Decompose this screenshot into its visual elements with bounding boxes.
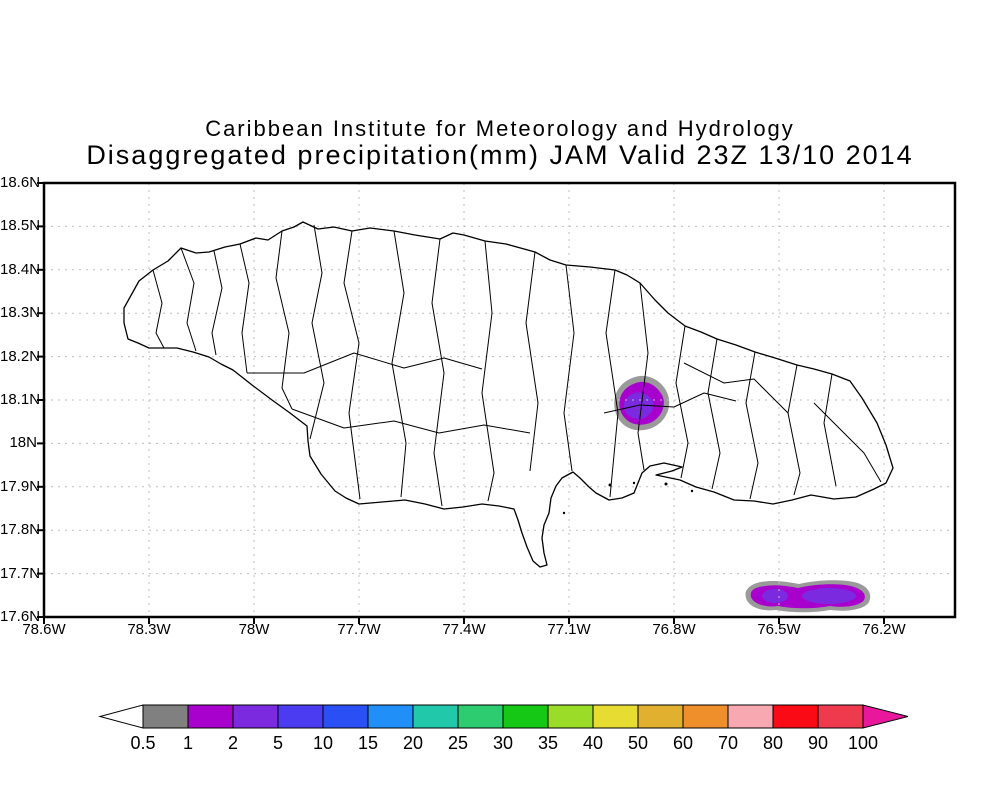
y-tick-label: 18.5N (0, 217, 41, 234)
colorbar-segments (142, 704, 864, 729)
y-tick-label: 17.8N (0, 521, 41, 538)
precip-shading (614, 375, 871, 613)
precip-blob-offshore-2mm (762, 589, 788, 603)
colorbar-label: 30 (492, 733, 514, 753)
y-tick-label: 18.4N (0, 261, 41, 278)
latlon-grid (44, 183, 955, 617)
colorbar-segment (412, 704, 459, 729)
y-tick-label: 17.9N (0, 478, 41, 495)
colorbar-segment (142, 704, 189, 729)
colorbar-label: 5 (272, 733, 283, 753)
colorbar-segment (232, 704, 279, 729)
x-tick-label: 78W (238, 621, 270, 638)
colorbar-segment (727, 704, 774, 729)
colorbar-label: 1 (182, 733, 193, 753)
y-tick-label: 17.6N (0, 608, 41, 625)
colorbar-label: 50 (627, 733, 649, 753)
colorbar-label: 20 (402, 733, 424, 753)
colorbar-label: 100 (847, 733, 879, 753)
colorbar-label: 10 (312, 733, 334, 753)
colorbar-under-arrow (98, 704, 144, 729)
colorbar-label: 25 (447, 733, 469, 753)
jamaica-coastline (123, 221, 894, 568)
x-tick-label: 77.1W (547, 621, 591, 638)
colorbar-segment (682, 704, 729, 729)
colorbar-label: 0.5 (130, 733, 156, 753)
plot-title: Disaggregated precipitation(mm) JAM Vali… (86, 140, 914, 170)
colorbar-segment (817, 704, 864, 729)
colorbar-label: 60 (672, 733, 694, 753)
colorbar-segment (502, 704, 549, 729)
x-tick-label: 76.8W (652, 621, 696, 638)
colorbar-segment (187, 704, 234, 729)
colorbar-over-arrow (862, 704, 909, 729)
colorbar-segment (457, 704, 504, 729)
x-tick-label: 78.3W (127, 621, 171, 638)
left-tick-marks (37, 182, 44, 618)
institute-title: Caribbean Institute for Meteorology and … (205, 116, 795, 141)
x-tick-label: 76.2W (862, 621, 906, 638)
colorbar-label: 40 (582, 733, 604, 753)
map-frame (37, 181, 957, 624)
precip-colorbar (98, 704, 909, 729)
y-tick-label: 18.1N (0, 391, 41, 408)
jamaica-map-panel (37, 181, 957, 624)
colorbar-label: 70 (717, 733, 739, 753)
y-tick-label: 18N (9, 434, 37, 451)
y-tick-label: 17.7N (0, 565, 41, 582)
colorbar-segment (772, 704, 819, 729)
colorbar-label: 2 (227, 733, 238, 753)
y-tick-label: 18.2N (0, 348, 41, 365)
colorbar-segment (277, 704, 324, 729)
watershed-boundaries (152, 224, 882, 507)
y-tick-label: 18.3N (0, 304, 41, 321)
x-tick-label: 77.4W (442, 621, 486, 638)
cays (562, 481, 694, 515)
x-tick-label: 78.6W (22, 621, 66, 638)
bottom-tick-marks (43, 617, 885, 624)
colorbar-label: 35 (537, 733, 559, 753)
colorbar-segment (322, 704, 369, 729)
colorbar-segment (547, 704, 594, 729)
colorbar-label: 90 (807, 733, 829, 753)
colorbar-segment (637, 704, 684, 729)
colorbar-label: 15 (357, 733, 379, 753)
precip-blob-offshore-2mm (802, 588, 856, 604)
x-tick-label: 76.5W (757, 621, 801, 638)
colorbar-segment (367, 704, 414, 729)
y-tick-label: 18.6N (0, 174, 41, 191)
x-tick-label: 77.7W (337, 621, 381, 638)
colorbar-segment (592, 704, 639, 729)
colorbar-label: 80 (762, 733, 784, 753)
